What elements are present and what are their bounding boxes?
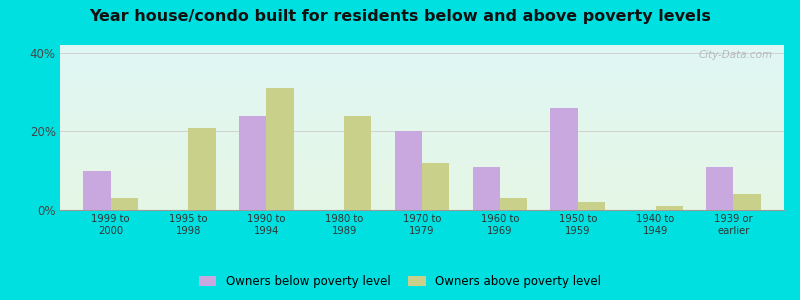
Bar xyxy=(550,108,578,210)
Bar xyxy=(500,198,527,210)
Bar xyxy=(734,194,761,210)
Bar xyxy=(473,167,500,210)
Bar xyxy=(394,131,422,210)
Bar xyxy=(344,116,371,210)
Legend: Owners below poverty level, Owners above poverty level: Owners below poverty level, Owners above… xyxy=(198,275,602,288)
Bar xyxy=(110,198,138,210)
Text: Year house/condo built for residents below and above poverty levels: Year house/condo built for residents bel… xyxy=(89,9,711,24)
Bar xyxy=(189,128,216,210)
Bar xyxy=(422,163,450,210)
Bar xyxy=(578,202,605,210)
Bar xyxy=(266,88,294,210)
Text: City-Data.com: City-Data.com xyxy=(699,50,773,60)
Bar xyxy=(239,116,266,210)
Bar xyxy=(83,171,110,210)
Bar xyxy=(706,167,734,210)
Bar xyxy=(655,206,682,210)
